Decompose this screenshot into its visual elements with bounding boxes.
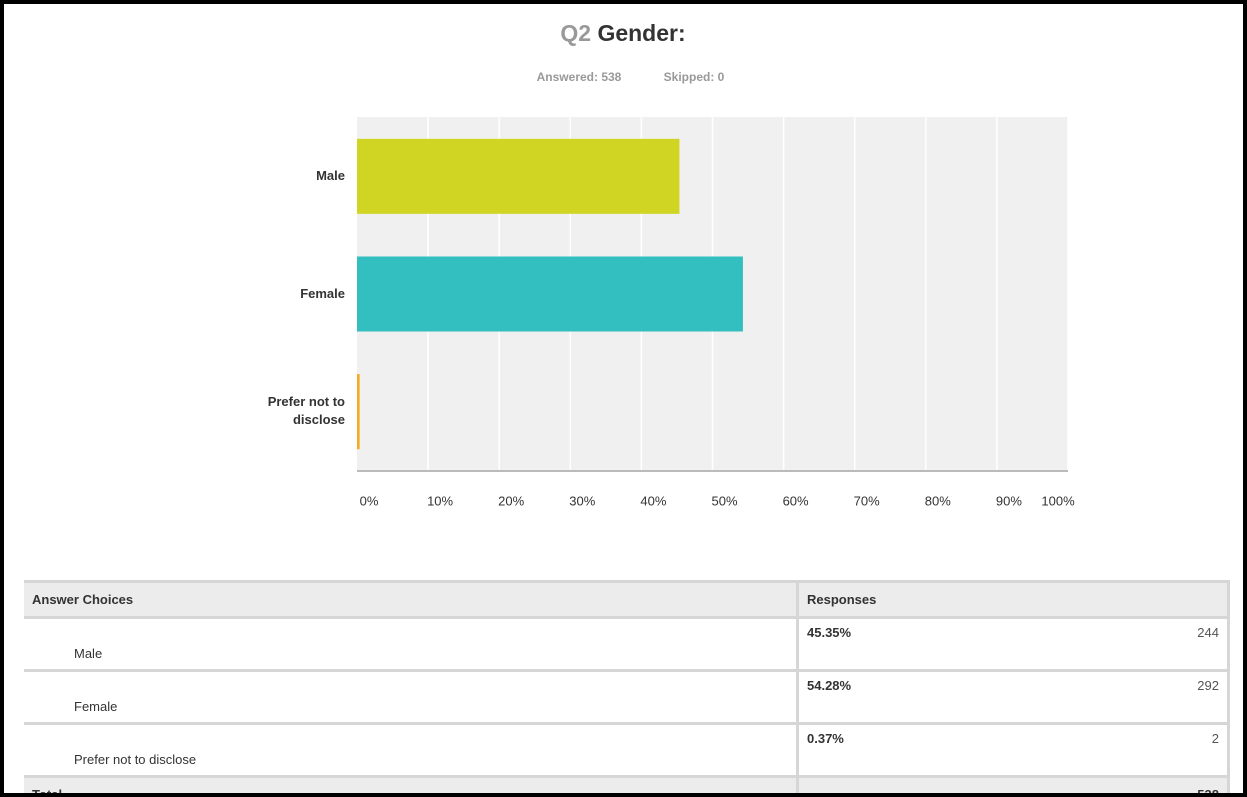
chart-title: Q2 Gender:	[560, 20, 685, 46]
x-tick-label: 80%	[925, 493, 951, 508]
answered: Answered: 538	[537, 70, 622, 84]
table-row: Male 45.35% 244	[24, 616, 1230, 671]
total-label: Total	[24, 775, 798, 793]
total-count: 538	[796, 775, 1230, 793]
table-row: Prefer not to disclose 0.37% 2	[24, 722, 1230, 777]
bar	[357, 138, 680, 214]
x-tick-label: 100%	[1041, 493, 1075, 508]
x-tick-label: 30%	[569, 493, 595, 508]
bar	[357, 256, 743, 332]
response-cell: 45.35% 244	[796, 616, 1230, 671]
header-cell: Responses	[796, 580, 1230, 618]
category-label: Female	[300, 285, 345, 301]
response-cell: 54.28% 292	[796, 669, 1230, 724]
title: Gender:	[597, 20, 685, 46]
response-cell: 0.37% 2	[796, 722, 1230, 777]
question-number: Q2	[560, 20, 591, 46]
choice-cell: Male	[24, 616, 798, 671]
x-tick-label: 70%	[854, 493, 880, 508]
x-tick-label: 10%	[427, 493, 453, 508]
skipped: Skipped: 0	[664, 70, 725, 84]
category-label: Prefer not to disclose	[267, 394, 345, 428]
header-cell: Answer Choices	[24, 580, 798, 618]
x-tick-label: 90%	[996, 493, 1022, 508]
bar	[357, 374, 360, 450]
table-total: Total 538	[24, 775, 1230, 793]
table-header: Answer Choices Responses	[24, 580, 1230, 618]
percent: 54.28%	[807, 678, 852, 693]
percent: 45.35%	[807, 625, 852, 640]
chart: Q2 Gender: Answered: 538 Skipped: 0 0% 10…	[357, 20, 1075, 508]
x-tick-label: 50%	[711, 493, 737, 508]
count: 244	[1197, 625, 1219, 640]
x-tick-label: 40%	[640, 493, 666, 508]
choice-cell: Prefer not to disclose	[24, 722, 798, 777]
x-tick-label: 60%	[783, 493, 809, 508]
table-row: Female 54.28% 292	[24, 669, 1230, 724]
percent: 0.37%	[807, 731, 844, 746]
x-tick-label: 20%	[498, 493, 524, 508]
category-label: Male	[316, 167, 345, 183]
results-table: Answer Choices Responses Male 45.35% 244 Fema…	[24, 580, 1230, 793]
count: 2	[1211, 731, 1219, 746]
x-tick-label: 0%	[360, 493, 379, 508]
choice-cell: Female	[24, 669, 798, 724]
count: 292	[1197, 678, 1219, 693]
